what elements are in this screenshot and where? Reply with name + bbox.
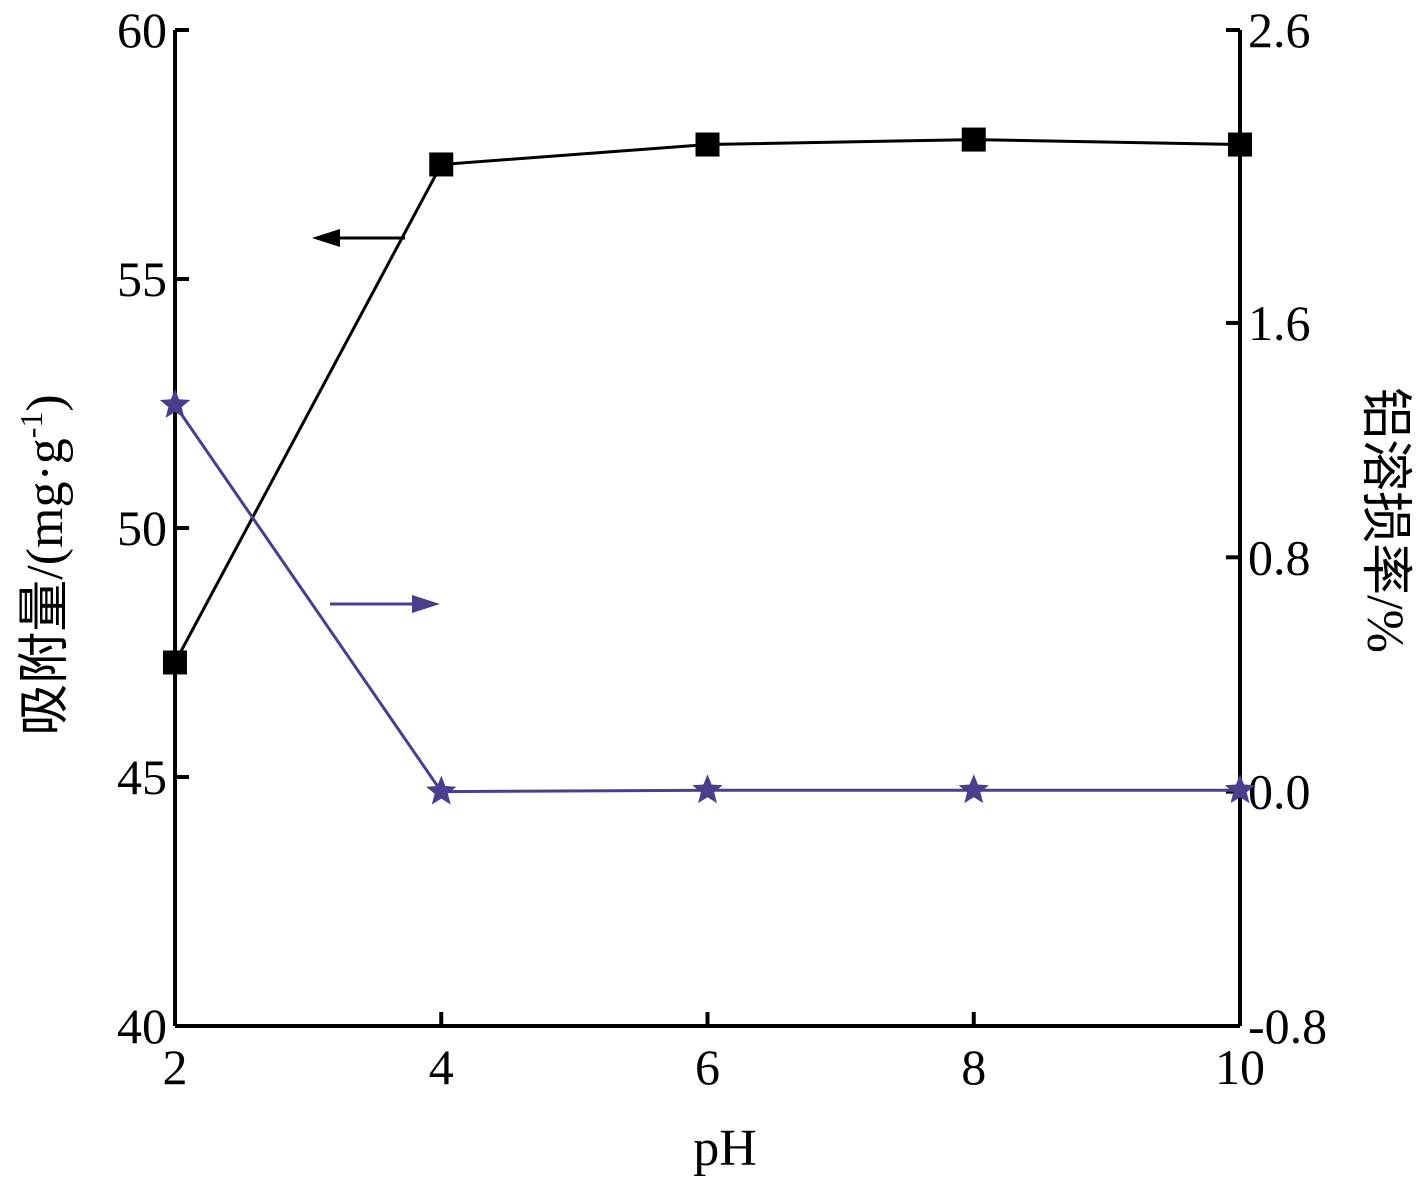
- data-point-square: [962, 128, 986, 152]
- x-tick-label: 6: [695, 1039, 720, 1095]
- data-point-star: [426, 776, 457, 805]
- left-y-tick-label: 40: [117, 998, 167, 1054]
- left-y-axis-title: 吸附量/(mg·g-1): [13, 394, 74, 736]
- right-y-tick-label: 2.6: [1248, 2, 1311, 58]
- right-y-tick-label: 0.8: [1248, 529, 1311, 585]
- right-y-tick-label: 0.0: [1248, 764, 1311, 820]
- svg-text:吸附量/(mg·g-1): 吸附量/(mg·g-1): [13, 394, 74, 736]
- left-y-tick-label: 45: [117, 749, 167, 805]
- right-axis-arrow: [330, 595, 440, 613]
- left-axis-arrow: [312, 229, 405, 247]
- left-y-tick-label: 60: [117, 2, 167, 58]
- left-y-ticks: 40 45 50 55 60: [117, 2, 189, 1054]
- series-2-line: [175, 405, 1240, 792]
- svg-text:铝溶损率/%: 铝溶损率/%: [1356, 387, 1413, 653]
- data-point-square: [429, 152, 453, 176]
- right-y-axis-title: 铝溶损率/%: [1356, 387, 1413, 653]
- series-2: [160, 389, 1255, 805]
- right-y-tick-label: 1.6: [1248, 295, 1311, 351]
- data-point-square: [1228, 133, 1252, 157]
- data-point-star: [959, 774, 990, 803]
- x-tick-label: 8: [961, 1039, 986, 1095]
- data-point-star: [692, 774, 722, 803]
- left-y-axis-title-sup: -1: [13, 412, 49, 439]
- plot-frame: [175, 30, 1240, 1026]
- left-y-tick-label: 55: [117, 251, 167, 307]
- series-1-line: [175, 140, 1240, 663]
- series-layer: [160, 128, 1255, 805]
- series-1: [163, 128, 1252, 675]
- left-y-tick-label: 50: [117, 500, 167, 556]
- data-point-square: [696, 133, 720, 157]
- left-y-axis-title-close: ): [17, 394, 74, 411]
- x-tick-label: 4: [429, 1039, 454, 1095]
- x-axis-title: pH: [693, 1120, 757, 1177]
- left-y-axis-title-main: 吸附量/(mg·g: [17, 438, 74, 736]
- right-y-tick-label: -0.8: [1248, 998, 1327, 1054]
- data-point-square: [163, 650, 187, 674]
